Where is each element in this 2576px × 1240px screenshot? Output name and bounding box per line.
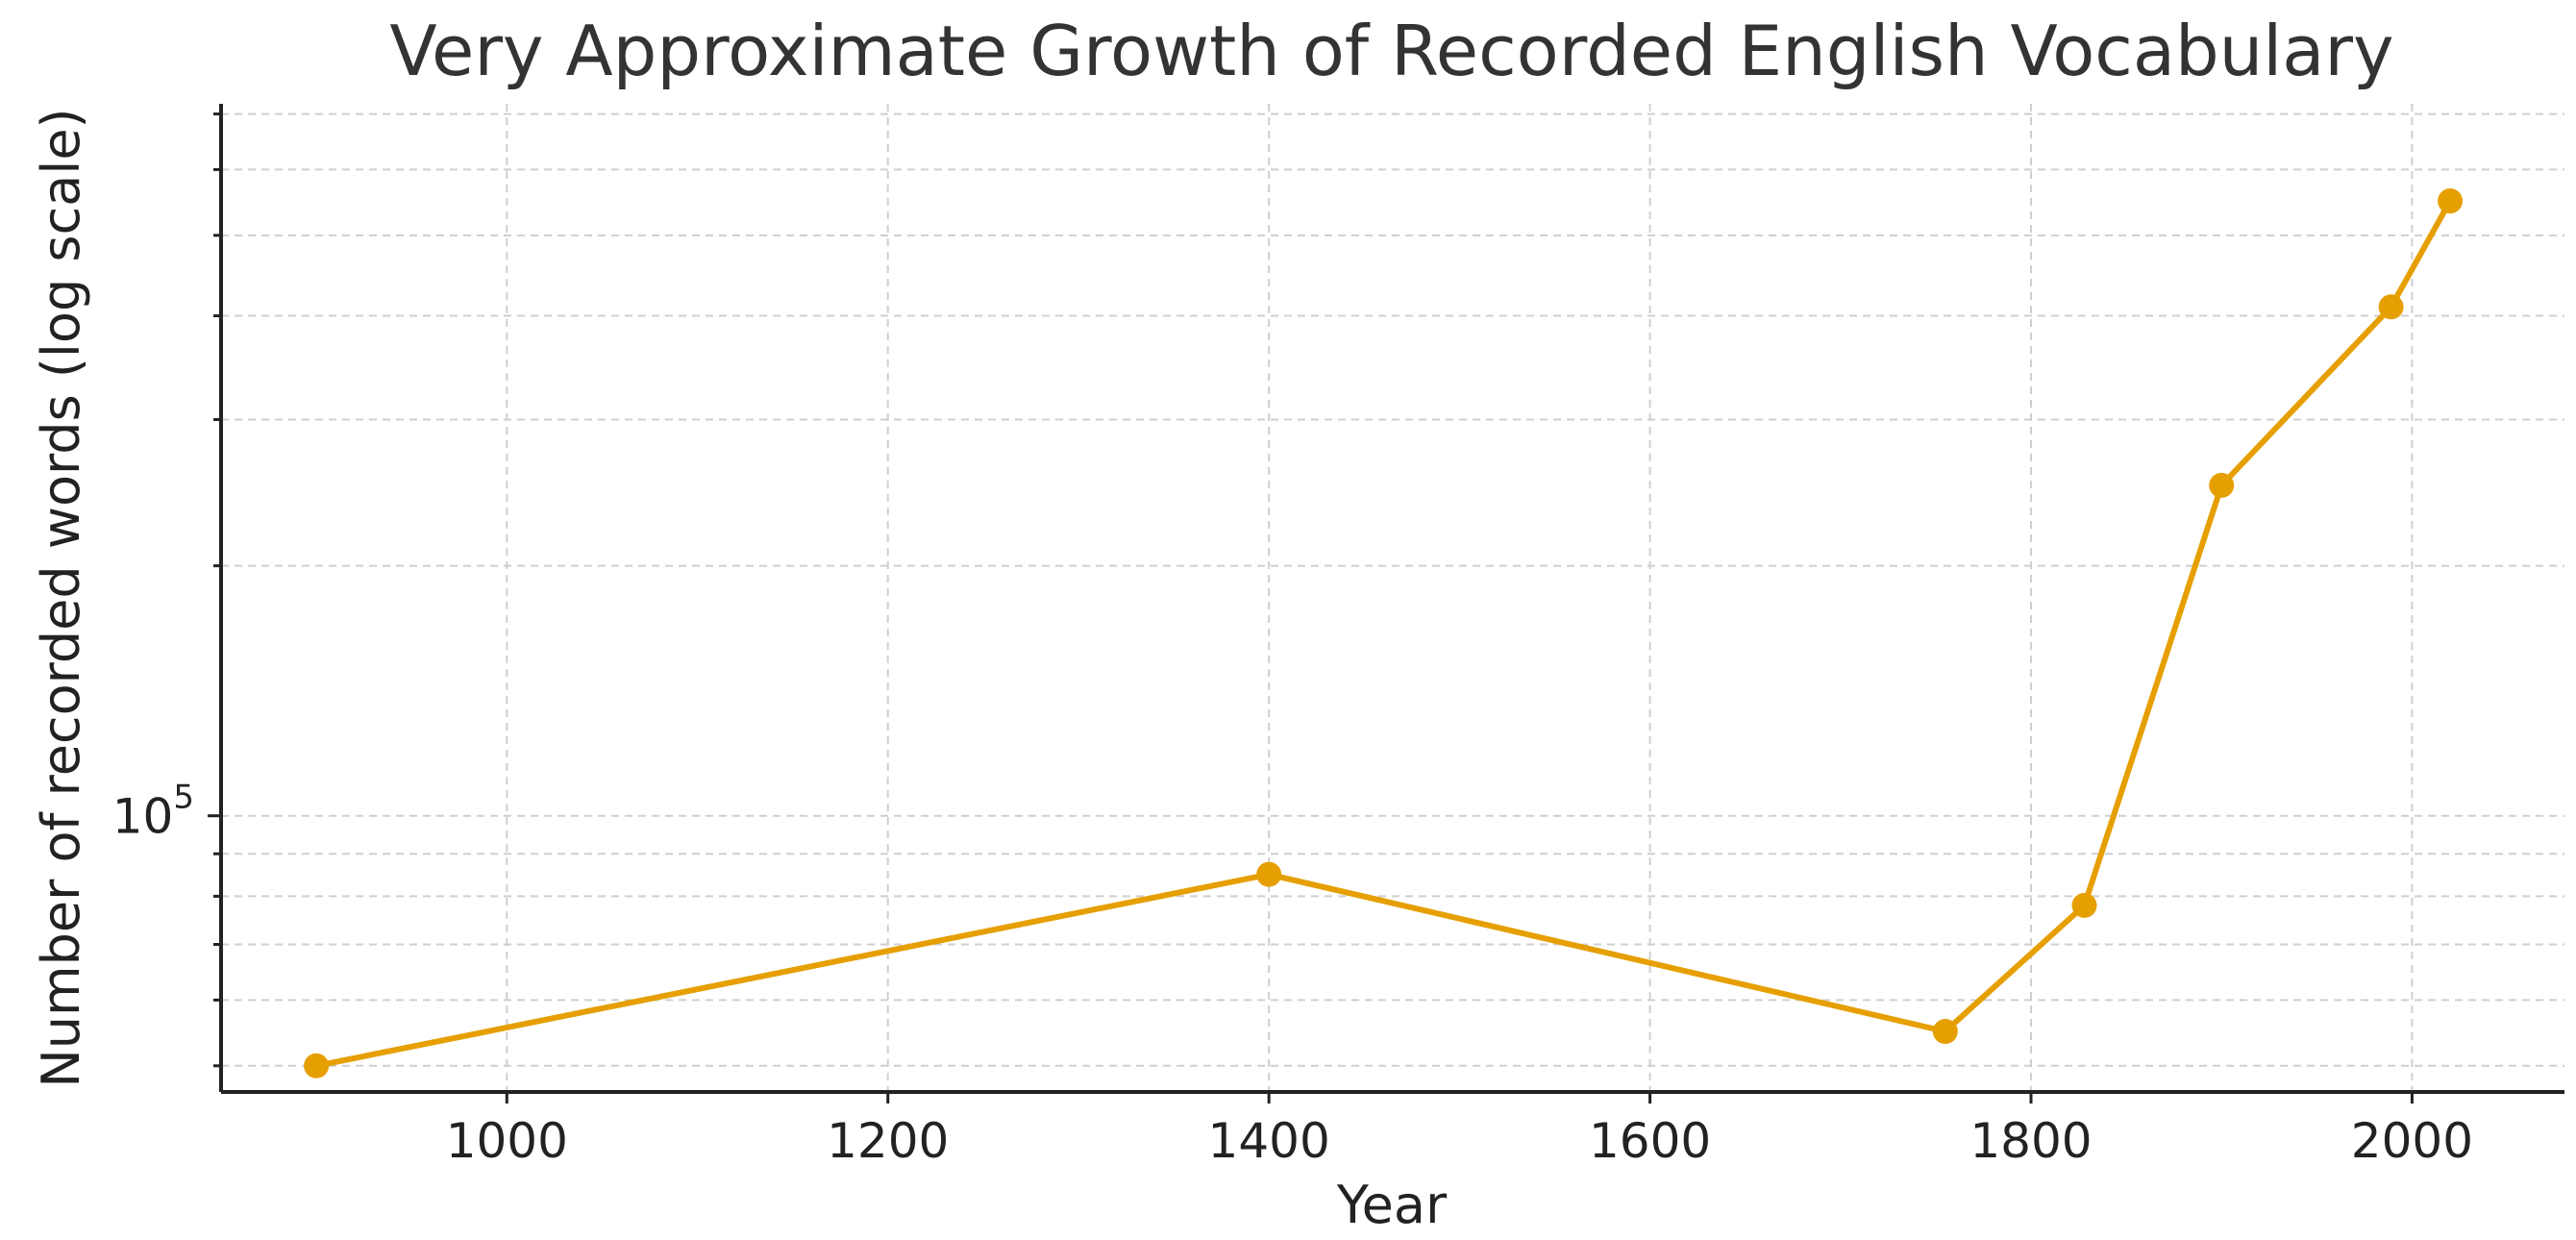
data-point [2378,294,2404,320]
x-tick-label: 1200 [827,1113,949,1169]
data-point [1256,861,1282,887]
y-tick-base: 10 [112,789,174,845]
axes-layer [219,104,2564,1094]
data-point [2209,472,2235,498]
series-line [313,198,2454,1069]
y-tick-exponent: 5 [173,779,194,817]
y-tick-layer: 105 [112,112,221,1068]
x-tick-label: 1400 [1208,1113,1330,1169]
x-tick-label: 1800 [1969,1113,2092,1169]
data-point [2071,892,2097,918]
y-tick-label: 105 [112,779,194,845]
data-point [304,1053,330,1079]
y-axis-label: Number of recorded words (log scale) [31,108,91,1087]
grid-layer [221,104,2564,1092]
x-axis-label: Year [1336,1175,1448,1235]
x-tick-label: 1000 [446,1113,568,1169]
x-tick-label: 2000 [2351,1113,2473,1169]
data-point [1932,1019,1958,1045]
chart-title: Very Approximate Growth of Recorded Engl… [389,11,2393,91]
series-layer [304,188,2464,1079]
x-tick-label: 1600 [1589,1113,1711,1169]
x-tick-layer: 1000 1200 1400 1600 1800 2000 [446,1092,2473,1169]
data-point [2438,188,2464,214]
